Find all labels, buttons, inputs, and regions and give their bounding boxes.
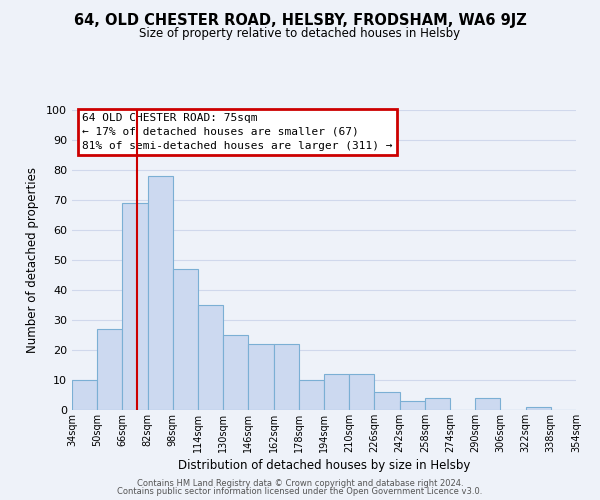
X-axis label: Distribution of detached houses by size in Helsby: Distribution of detached houses by size … xyxy=(178,459,470,472)
Y-axis label: Number of detached properties: Number of detached properties xyxy=(26,167,39,353)
Text: 64 OLD CHESTER ROAD: 75sqm
← 17% of detached houses are smaller (67)
81% of semi: 64 OLD CHESTER ROAD: 75sqm ← 17% of deta… xyxy=(82,113,392,151)
Bar xyxy=(299,380,324,410)
Bar xyxy=(475,398,500,410)
Bar xyxy=(374,392,400,410)
Text: Contains public sector information licensed under the Open Government Licence v3: Contains public sector information licen… xyxy=(118,487,482,496)
Bar xyxy=(274,344,299,410)
Bar xyxy=(72,380,97,410)
Bar xyxy=(526,407,551,410)
Bar xyxy=(425,398,450,410)
Bar xyxy=(198,305,223,410)
Bar xyxy=(173,269,198,410)
Bar xyxy=(97,329,122,410)
Text: 64, OLD CHESTER ROAD, HELSBY, FRODSHAM, WA6 9JZ: 64, OLD CHESTER ROAD, HELSBY, FRODSHAM, … xyxy=(74,12,526,28)
Bar xyxy=(349,374,374,410)
Bar xyxy=(248,344,274,410)
Text: Size of property relative to detached houses in Helsby: Size of property relative to detached ho… xyxy=(139,28,461,40)
Bar xyxy=(223,335,248,410)
Text: Contains HM Land Registry data © Crown copyright and database right 2024.: Contains HM Land Registry data © Crown c… xyxy=(137,478,463,488)
Bar xyxy=(148,176,173,410)
Bar xyxy=(122,203,148,410)
Bar xyxy=(324,374,349,410)
Bar xyxy=(400,401,425,410)
